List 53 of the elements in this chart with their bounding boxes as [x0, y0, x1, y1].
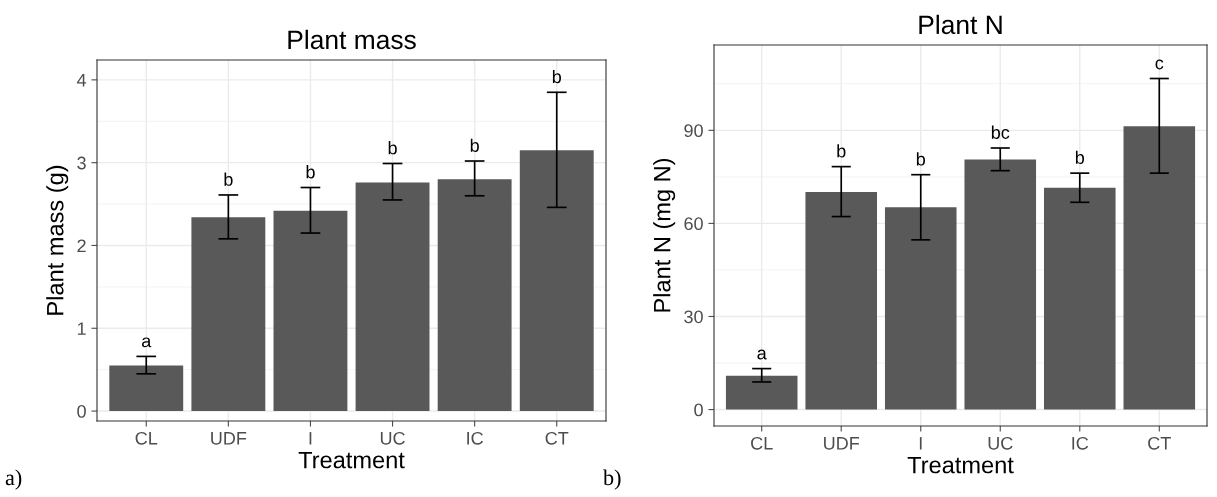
y-tick-label: 0 — [77, 405, 86, 418]
bar — [109, 365, 184, 412]
bar — [355, 182, 430, 412]
bar — [725, 375, 798, 410]
x-tick-label: UDF — [211, 432, 247, 445]
bar — [964, 159, 1037, 410]
x-tick-label: IC — [467, 431, 483, 445]
annotation: b — [388, 141, 397, 155]
x-tick-label: CT — [1148, 436, 1171, 450]
annotation: b — [1075, 150, 1085, 165]
annotation: b — [837, 144, 846, 158]
y-tick-label: 2 — [77, 239, 86, 253]
chart-title: Plant N — [919, 14, 1002, 35]
y-tick-label: 1 — [77, 322, 86, 335]
x-tick-label: CL — [751, 436, 773, 450]
y-tick-label: 0 — [694, 403, 703, 417]
y-axis-title: Plant mass (g) — [46, 165, 69, 315]
x-tick-label: IC — [1072, 436, 1089, 450]
annotation: b — [224, 172, 233, 186]
x-axis-title: Treatment — [298, 451, 405, 469]
x-tick-label: I — [919, 437, 922, 450]
y-tick-label: 4 — [76, 73, 87, 87]
x-tick-label: UDF — [824, 437, 860, 450]
x-axis-title: Treatment — [907, 456, 1014, 474]
bar — [884, 207, 957, 410]
y-axis-title: Plant N (mg N) — [653, 158, 676, 312]
bar — [805, 192, 878, 410]
y-tick-label: 60 — [684, 217, 703, 231]
annotation: b — [470, 138, 479, 152]
x-tick-label: CT — [545, 431, 569, 445]
chart-title: Plant mass — [288, 29, 416, 50]
x-tick-label: UC — [988, 436, 1013, 450]
annotation: c — [1155, 59, 1164, 70]
annotation: a — [142, 337, 152, 348]
bar — [1043, 187, 1116, 410]
x-tick-label: CL — [135, 431, 158, 445]
x-tick-label: UC — [380, 431, 405, 445]
bar — [519, 150, 594, 412]
y-tick-label: 30 — [684, 310, 703, 324]
annotation: bc — [991, 125, 1010, 139]
y-tick-label: 3 — [77, 156, 86, 170]
annotation: b — [552, 69, 562, 84]
annotation: a — [757, 349, 767, 360]
annotation: b — [306, 165, 315, 179]
annotation: b — [916, 152, 926, 166]
bar — [1123, 126, 1196, 410]
y-tick-label: 90 — [684, 124, 703, 138]
x-tick-label: I — [309, 432, 312, 445]
bar — [437, 179, 512, 412]
bar — [273, 210, 348, 412]
text: b) — [603, 469, 621, 490]
text: a) — [5, 469, 22, 490]
bar — [191, 217, 266, 412]
